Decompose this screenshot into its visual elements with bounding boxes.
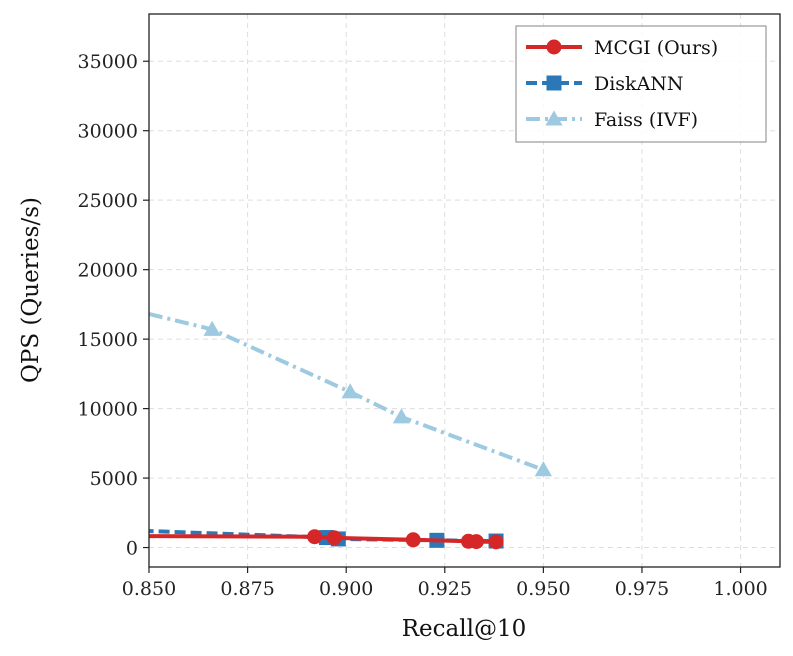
legend-item-diskann: DiskANN — [526, 73, 684, 95]
data-point-mcgi-ours — [326, 530, 342, 546]
y-tick-label: 5000 — [90, 468, 138, 490]
y-axis-title: QPS (Queries/s) — [18, 197, 44, 383]
data-point-mcgi-ours — [468, 534, 484, 550]
plot-frame — [148, 13, 781, 568]
x-tick-label: 0.850 — [122, 578, 176, 600]
x-tick-label: 0.950 — [516, 578, 570, 600]
series-mcgi-ours — [23, 528, 504, 550]
y-tick-label: 25000 — [78, 190, 138, 212]
data-point-mcgi-ours — [307, 529, 323, 545]
data-point-diskann — [23, 519, 38, 534]
y-tick-label: 20000 — [78, 260, 138, 282]
y-tick-label: 35000 — [78, 51, 138, 73]
legend-swatch-marker — [546, 75, 562, 91]
x-axis-title: Recall@10 — [402, 616, 527, 642]
data-point-mcgi-ours — [405, 532, 421, 548]
legend-item-faiss-ivf: Faiss (IVF) — [526, 109, 698, 131]
legend-swatch-marker — [545, 110, 563, 126]
data-point-mcgi-ours — [488, 534, 504, 550]
series-layer — [23, 286, 552, 550]
y-axis-ticks: 0 5000 10000 15000 20000 25000 30000 35000 — [78, 51, 149, 560]
data-point-faiss-ivf — [341, 383, 359, 399]
legend-swatch-marker — [546, 39, 562, 55]
data-point-faiss-ivf — [62, 286, 79, 301]
y-tick-label: 10000 — [78, 399, 138, 421]
y-tick-label: 15000 — [78, 329, 138, 351]
y-tick-label: 0 — [126, 538, 138, 560]
legend-item-mcgi-ours: MCGI (Ours) — [526, 37, 718, 59]
data-point-mcgi-ours — [23, 528, 38, 543]
legend-label: DiskANN — [594, 73, 684, 95]
data-point-faiss-ivf — [534, 461, 552, 477]
x-tick-label: 0.875 — [220, 578, 274, 600]
data-point-faiss-ivf — [392, 408, 411, 424]
series-faiss-ivf — [62, 286, 552, 477]
x-tick-label: 0.925 — [418, 578, 472, 600]
legend-label: MCGI (Ours) — [594, 37, 718, 59]
x-tick-label: 1.000 — [713, 578, 767, 600]
data-point-faiss-ivf — [203, 320, 221, 336]
y-tick-label: 30000 — [78, 121, 138, 143]
x-tick-label: 0.900 — [319, 578, 373, 600]
legend: MCGI (Ours) DiskANN Faiss (IVF) — [515, 25, 767, 143]
x-axis-ticks: 0.850 0.875 0.900 0.925 0.950 0.975 1.000 — [122, 567, 768, 600]
x-tick-label: 0.975 — [615, 578, 669, 600]
legend-label: Faiss (IVF) — [594, 109, 698, 131]
